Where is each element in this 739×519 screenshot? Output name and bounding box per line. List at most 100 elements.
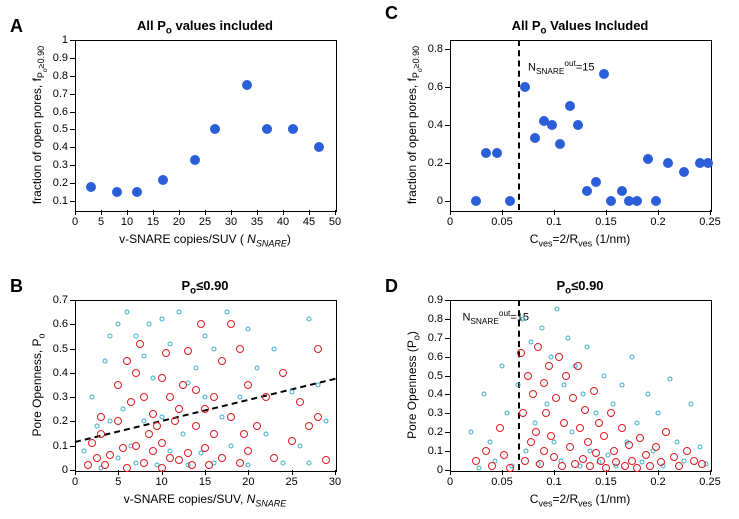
data-point-C xyxy=(520,82,530,92)
xtick-label: 0.2 xyxy=(650,216,665,228)
x-axis-label-A: v-SNARE copies/SUV ( NSNARE) xyxy=(75,232,335,248)
data-point-cyan-D xyxy=(585,345,590,350)
data-point-C xyxy=(547,120,557,130)
data-point-red-B xyxy=(127,398,135,406)
data-point-red-B xyxy=(114,417,122,425)
ytick xyxy=(70,76,75,77)
data-point-red-B xyxy=(205,461,213,469)
data-point-cyan-D xyxy=(533,420,538,425)
data-point-C xyxy=(565,101,575,111)
data-point-red-B xyxy=(132,442,140,450)
xtick-label: 0 xyxy=(72,216,78,228)
xtick xyxy=(309,210,310,215)
ytick xyxy=(70,58,75,59)
data-point-cyan-B xyxy=(324,419,329,424)
data-point-cyan-D xyxy=(611,401,616,406)
data-point-C xyxy=(632,196,642,206)
xtick-label: 0.2 xyxy=(650,476,665,488)
xtick-label: 20 xyxy=(173,216,185,228)
data-point-C xyxy=(530,133,540,143)
data-point-red-B xyxy=(279,369,287,377)
data-point-cyan-B xyxy=(229,443,234,448)
data-point-red-B xyxy=(210,430,218,438)
xtick xyxy=(502,210,503,215)
data-point-red-B xyxy=(106,451,114,459)
xtick-label: 20 xyxy=(242,476,254,488)
data-point-red-B xyxy=(175,456,183,464)
data-point-cyan-D xyxy=(477,466,482,471)
ytick xyxy=(70,397,75,398)
data-point-cyan-D xyxy=(645,392,650,397)
data-point-cyan-B xyxy=(120,407,125,412)
ytick xyxy=(445,87,450,88)
data-point-cyan-B xyxy=(142,353,147,358)
xtick xyxy=(658,470,659,475)
xtick-label: 0.25 xyxy=(699,476,720,488)
data-point-red-B xyxy=(145,430,153,438)
data-point-red-B xyxy=(218,454,226,462)
ytick xyxy=(70,373,75,374)
data-point-red-D xyxy=(521,457,529,465)
xtick xyxy=(75,210,76,215)
ytick xyxy=(70,40,75,41)
data-point-red-D xyxy=(657,458,665,466)
ytick xyxy=(70,165,75,166)
xtick-label: 50 xyxy=(329,216,341,228)
xtick-label: 5 xyxy=(98,216,104,228)
data-point-red-D xyxy=(628,457,636,465)
data-point-C xyxy=(555,139,565,149)
data-point-red-D xyxy=(621,462,629,470)
data-point-red-B xyxy=(188,461,196,469)
xtick xyxy=(179,210,180,215)
xtick-label: 15 xyxy=(199,476,211,488)
data-point-red-B xyxy=(171,417,179,425)
data-point-cyan-B xyxy=(289,390,294,395)
data-point-red-B xyxy=(201,405,209,413)
data-point-cyan-B xyxy=(94,424,99,429)
annotation-D: NSNAREout=15 xyxy=(462,309,529,326)
data-point-cyan-B xyxy=(211,346,216,351)
data-point-cyan-B xyxy=(125,310,130,315)
xtick-label: 45 xyxy=(303,216,315,228)
data-point-C xyxy=(643,154,653,164)
data-point-red-D xyxy=(633,464,641,472)
xtick xyxy=(710,210,711,215)
data-point-red-B xyxy=(240,430,248,438)
data-point-cyan-B xyxy=(237,395,242,400)
data-point-red-D xyxy=(560,419,568,427)
data-point-cyan-B xyxy=(177,310,182,315)
data-point-red-D xyxy=(625,441,633,449)
data-point-cyan-D xyxy=(697,445,702,450)
data-point-red-B xyxy=(253,422,261,430)
xtick xyxy=(554,210,555,215)
figure-root: AAll Po values included05101520253035404… xyxy=(0,0,739,519)
data-point-cyan-B xyxy=(142,419,147,424)
chart-title-B: Po≤0.90 xyxy=(75,278,335,297)
data-point-red-D xyxy=(500,451,508,459)
xtick xyxy=(75,470,76,475)
ytick xyxy=(70,201,75,202)
data-point-C xyxy=(617,186,627,196)
data-point-red-B xyxy=(140,393,148,401)
data-point-cyan-D xyxy=(500,364,505,369)
xtick xyxy=(292,470,293,475)
data-point-red-D xyxy=(519,409,527,417)
data-point-cyan-B xyxy=(168,448,173,453)
data-point-cyan-D xyxy=(565,335,570,340)
data-point-cyan-D xyxy=(544,401,549,406)
data-point-red-D xyxy=(488,462,496,470)
ytick xyxy=(445,201,450,202)
data-point-red-B xyxy=(192,422,200,430)
data-point-C xyxy=(573,120,583,130)
data-point-red-D xyxy=(683,447,691,455)
data-point-C xyxy=(651,196,661,206)
data-point-cyan-B xyxy=(181,431,186,436)
ytick xyxy=(70,147,75,148)
data-point-red-D xyxy=(571,460,579,468)
data-point-cyan-B xyxy=(220,414,225,419)
xtick-label: 0 xyxy=(447,476,453,488)
xtick xyxy=(502,470,503,475)
ytick xyxy=(70,446,75,447)
ytick xyxy=(445,451,450,452)
xtick-label: 0.15 xyxy=(595,476,616,488)
